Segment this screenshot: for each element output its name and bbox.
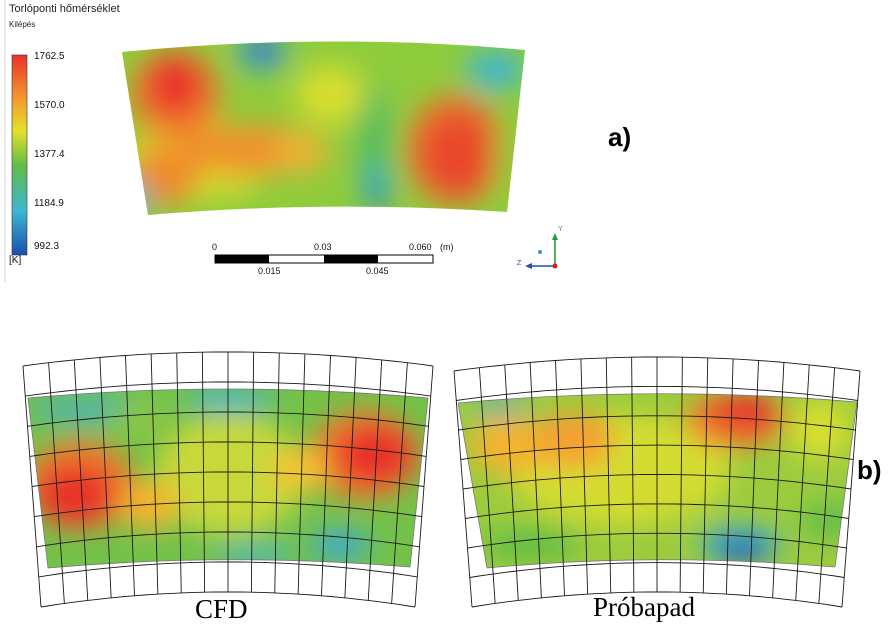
grid-arc: [465, 503, 849, 519]
grid-arc: [458, 415, 856, 431]
grid-arc: [469, 562, 845, 578]
scale-label: 0.015: [258, 266, 281, 276]
colorbar-tick: 1184.9: [34, 198, 64, 209]
grid-arc: [31, 471, 425, 487]
grid-arc: [462, 474, 852, 490]
contour-plot-cfd: [27, 388, 429, 569]
grid-arc: [36, 531, 420, 548]
grid-arc: [453, 356, 861, 372]
colorbar: [11, 54, 28, 256]
grid-arc: [471, 591, 843, 608]
colorbar-tick: 992.3: [34, 241, 60, 252]
grid-arc: [34, 501, 422, 518]
scale-label: 0.060: [409, 242, 432, 252]
grid-line: [22, 365, 42, 608]
grid-arc: [456, 385, 858, 401]
scale-label: 0: [212, 242, 218, 252]
legend-frame-edge: [4, 0, 6, 282]
measurement-grid-probapad: [453, 356, 861, 608]
contour-plot-probapad: [457, 393, 858, 569]
grid-arc: [40, 591, 416, 608]
legend-title: Torlóponti hőmérséklet: [9, 3, 120, 15]
grid-arc: [460, 444, 854, 460]
scale-label: 0.045: [366, 266, 389, 276]
scale-unit: (m): [440, 242, 454, 252]
grid-arc: [29, 441, 427, 457]
axis-y-label: Y: [558, 226, 563, 233]
contour-plot-a: [122, 41, 525, 215]
caption-probapad: Próbapad: [593, 592, 695, 622]
grid-arc: [25, 381, 431, 397]
grid-arc: [22, 351, 434, 367]
grid-arc: [467, 532, 847, 549]
scale-label: 0.03: [314, 242, 332, 252]
panel-label-b: b): [857, 455, 882, 485]
colorbar-unit: [K]: [9, 255, 22, 266]
grid-arc: [27, 411, 429, 427]
grid-arc: [38, 561, 418, 578]
axis-z-label: Z: [517, 260, 522, 267]
measurement-grid-cfd: [22, 351, 434, 608]
axis-triad: [525, 233, 558, 269]
panel-label-a: a): [608, 122, 632, 152]
colorbar-tick: 1762.5: [34, 51, 65, 62]
legend-subtitle: Kilépés: [9, 20, 36, 29]
colorbar-tick: 1570.0: [34, 100, 65, 111]
caption-cfd: CFD: [195, 594, 248, 624]
colorbar-tick: 1377.4: [34, 149, 65, 160]
scale-bar: [214, 254, 434, 264]
